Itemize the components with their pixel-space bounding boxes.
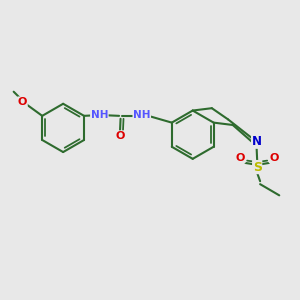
Text: O: O	[115, 131, 125, 141]
Text: N: N	[252, 135, 262, 148]
Text: S: S	[253, 160, 262, 174]
Text: O: O	[269, 153, 279, 163]
Text: O: O	[236, 153, 245, 163]
Text: O: O	[18, 97, 27, 107]
Text: NH: NH	[133, 110, 151, 120]
Text: NH: NH	[91, 110, 108, 120]
